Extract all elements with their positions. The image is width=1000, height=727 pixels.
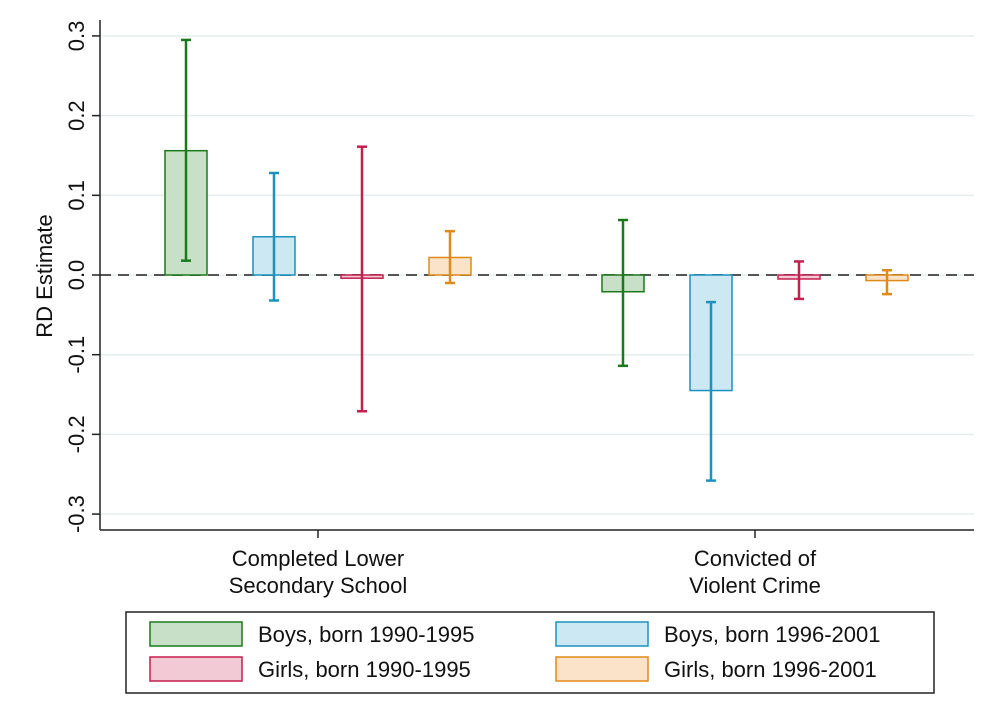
legend-swatch bbox=[555, 656, 649, 682]
y-axis-title: RD Estimate bbox=[32, 214, 57, 337]
y-tick-label: 0.2 bbox=[64, 100, 89, 131]
x-tick-label: Completed Lower bbox=[232, 546, 404, 571]
legend-label: Girls, born 1996-2001 bbox=[664, 657, 877, 682]
x-tick-label: Secondary School bbox=[229, 573, 408, 598]
legend-label: Boys, born 1990-1995 bbox=[258, 622, 475, 647]
legend-swatch bbox=[149, 621, 243, 647]
legend-label: Boys, born 1996-2001 bbox=[664, 622, 881, 647]
legend-swatch bbox=[555, 621, 649, 647]
y-tick-label: 0.0 bbox=[64, 260, 89, 291]
legend-swatch bbox=[149, 656, 243, 682]
grid-lines bbox=[100, 35, 974, 515]
x-tick-label: Convicted of bbox=[694, 546, 817, 571]
y-tick-label: -0.1 bbox=[64, 336, 89, 374]
axes: -0.3 -0.2 -0.1 0.0 0.1 0.2 0.3 Completed LowerS… bbox=[64, 20, 974, 598]
y-tick-label: 0.3 bbox=[64, 21, 89, 52]
legend-box bbox=[125, 611, 935, 694]
bars bbox=[164, 38, 909, 482]
legend-label: Girls, born 1990-1995 bbox=[258, 657, 471, 682]
legend: Boys, born 1990-1995 Boys, born 1996-2001… bbox=[125, 611, 935, 694]
y-tick-label: -0.2 bbox=[64, 415, 89, 453]
y-tick-label: 0.1 bbox=[64, 180, 89, 211]
x-tick-label: Violent Crime bbox=[689, 573, 821, 598]
y-tick-label: -0.3 bbox=[64, 495, 89, 533]
